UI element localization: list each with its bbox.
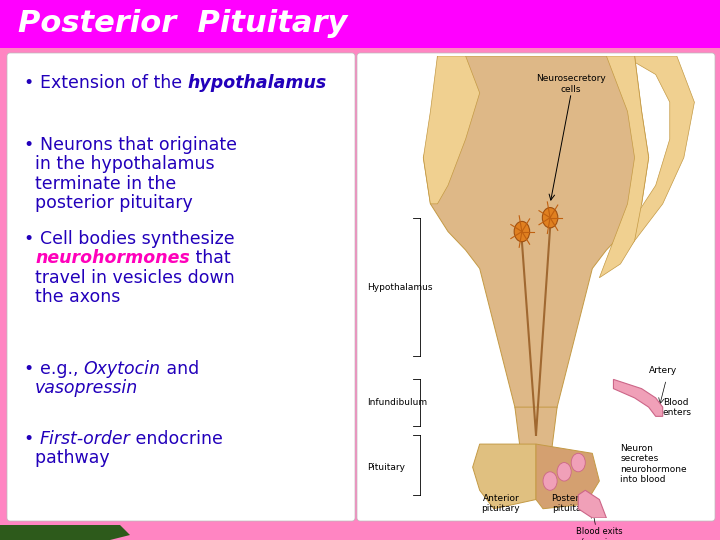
Text: Infundibulum: Infundibulum [367,398,427,407]
Polygon shape [578,490,606,518]
Text: the axons: the axons [24,288,120,306]
Polygon shape [423,56,649,444]
Polygon shape [613,56,694,264]
Text: Artery: Artery [649,366,677,375]
Text: terminate in the: terminate in the [24,175,176,193]
Circle shape [557,463,571,481]
Text: Anterior
pituitary: Anterior pituitary [482,494,520,514]
Polygon shape [599,56,649,278]
Text: in the hypothalamus: in the hypothalamus [24,156,215,173]
Polygon shape [515,407,557,481]
Text: Posterior  Pituitary: Posterior Pituitary [18,10,347,38]
Text: •: • [24,430,40,448]
Text: Neuron
secretes
neurohormone
into blood: Neuron secretes neurohormone into blood [621,444,687,484]
Text: endocrine: endocrine [130,430,223,448]
Text: Extension of the: Extension of the [40,74,187,92]
Text: Neurons that originate: Neurons that originate [40,136,237,154]
Text: pathway: pathway [24,449,109,468]
Circle shape [543,472,557,490]
Text: Cell bodies synthesize: Cell bodies synthesize [40,230,235,248]
Text: and: and [161,360,199,378]
Text: that: that [190,249,230,267]
Circle shape [514,221,530,242]
Text: •: • [24,74,40,92]
Text: e.g.,: e.g., [40,360,84,378]
Text: hypothalamus: hypothalamus [187,74,327,92]
FancyBboxPatch shape [0,0,720,48]
Text: Oxytocin: Oxytocin [84,360,161,378]
Text: •: • [24,230,40,248]
Text: Hypothalamus: Hypothalamus [367,282,433,292]
Circle shape [571,453,585,472]
Text: Neurosecretory
cells: Neurosecretory cells [536,75,606,94]
FancyBboxPatch shape [357,53,715,521]
Text: posterior pituitary: posterior pituitary [24,194,193,212]
Text: Blood
enters: Blood enters [662,398,692,417]
Text: travel in vesicles down: travel in vesicles down [24,269,235,287]
Polygon shape [423,56,480,204]
Text: •: • [24,136,40,154]
Polygon shape [0,525,130,540]
Polygon shape [536,444,599,509]
Text: Posterior
pituitary: Posterior pituitary [552,494,591,514]
Text: First-order: First-order [40,430,130,448]
Text: •: • [24,360,40,378]
Polygon shape [472,444,536,509]
Text: neurohormones: neurohormones [35,249,190,267]
Circle shape [542,207,558,228]
Polygon shape [613,380,662,416]
FancyBboxPatch shape [7,53,355,521]
Text: Blood exits
(carrying
hormones): Blood exits (carrying hormones) [576,527,623,540]
Text: Pituitary: Pituitary [367,463,405,471]
Text: vasopressin: vasopressin [35,380,138,397]
